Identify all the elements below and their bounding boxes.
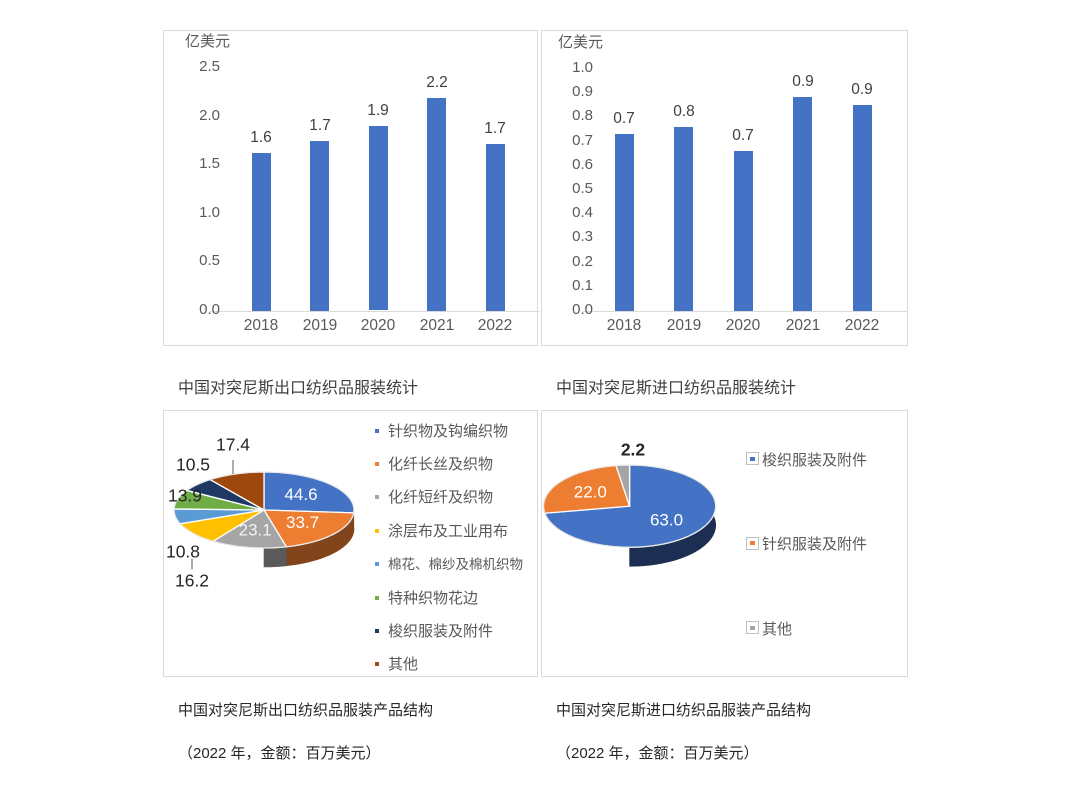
- svg-text:23.1: 23.1: [239, 520, 272, 539]
- svg-text:16.2: 16.2: [175, 571, 209, 591]
- svg-text:10.8: 10.8: [166, 542, 200, 562]
- svg-text:10.5: 10.5: [176, 455, 210, 475]
- svg-text:22.0: 22.0: [574, 482, 607, 501]
- svg-text:17.4: 17.4: [216, 435, 250, 455]
- svg-text:33.7: 33.7: [286, 513, 319, 532]
- svg-text:44.6: 44.6: [284, 485, 317, 504]
- svg-text:63.0: 63.0: [650, 510, 683, 529]
- svg-text:13.9: 13.9: [168, 486, 202, 506]
- svg-text:2.2: 2.2: [621, 440, 646, 460]
